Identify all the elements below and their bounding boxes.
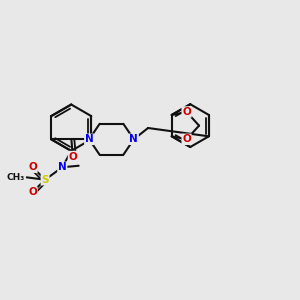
Text: N: N: [85, 134, 94, 144]
Text: CH₃: CH₃: [7, 173, 25, 182]
Text: O: O: [182, 134, 191, 144]
Text: N: N: [58, 162, 67, 172]
Text: N: N: [129, 134, 138, 144]
Text: O: O: [182, 107, 191, 117]
Text: O: O: [68, 152, 77, 161]
Text: S: S: [41, 175, 49, 185]
Text: O: O: [28, 162, 37, 172]
Text: O: O: [28, 187, 37, 197]
